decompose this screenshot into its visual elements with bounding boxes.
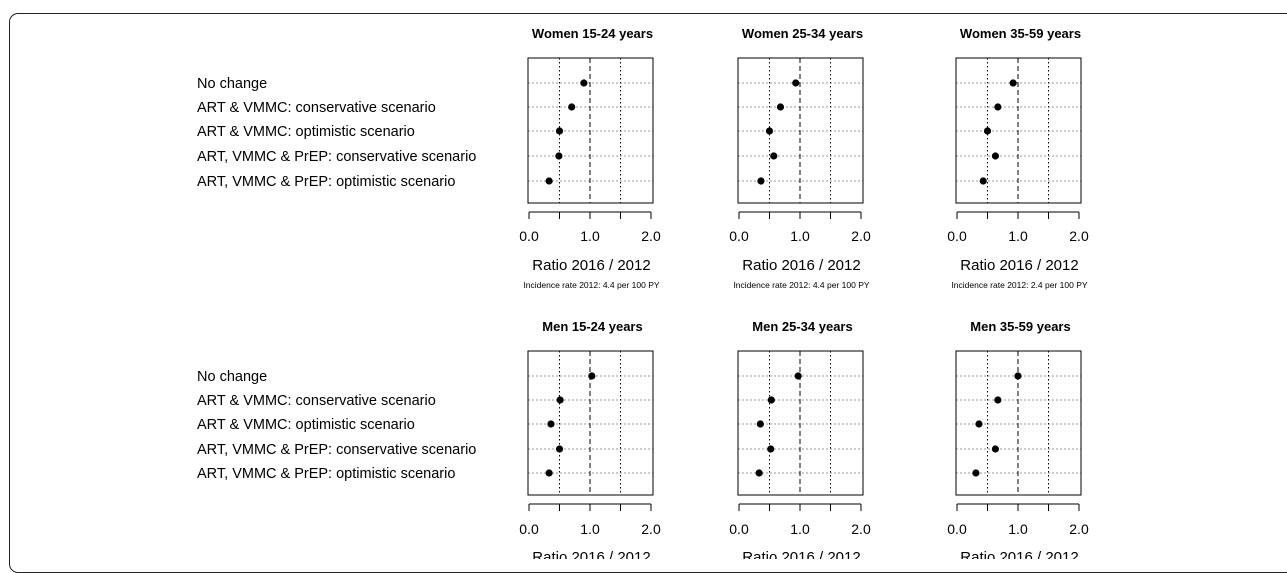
data-point (755, 469, 763, 477)
forest-plot-figure: Women 15-24 years 0.0 1.0 2.0 Ratio 2016 / 2… (197, 26, 1089, 559)
data-point (983, 127, 992, 135)
panel-title: Women 35-59 years (960, 26, 1081, 41)
plot-box (955, 57, 1082, 204)
panel-6: Men 35-59 years 0.0 1.0 2.0 Ratio 2016 / 201… (947, 319, 1089, 559)
data-point (568, 103, 576, 111)
data-point (547, 420, 555, 428)
incidence-note: Incidence rate 2012: 2.4 per 100 PY (951, 280, 1087, 290)
data-point (975, 420, 983, 428)
panel-1: Women 15-24 years 0.0 1.0 2.0 Ratio 2016 / 2… (519, 26, 661, 290)
panel-title: Women 25-34 years (742, 26, 863, 41)
category-label: ART, VMMC & PrEP: optimistic scenario (197, 466, 455, 482)
data-point (770, 152, 778, 160)
data-point (545, 177, 553, 185)
x-tick-label: 1.0 (1008, 521, 1028, 537)
x-tick-label: 2.0 (1069, 521, 1089, 537)
data-point (757, 177, 765, 185)
panel-4: Men 15-24 years 0.0 1.0 2.0 Ratio 2016 / 201… (519, 319, 661, 559)
data-point (776, 103, 785, 111)
data-point (767, 445, 775, 453)
data-point (555, 445, 564, 453)
x-axis-label: Ratio 2016 / 2012 (960, 549, 1078, 559)
x-tick-label: 1.0 (1008, 228, 1028, 244)
data-point (556, 396, 564, 404)
panel-title: Men 15-24 years (542, 319, 642, 334)
data-point (588, 372, 596, 380)
x-tick-label: 2.0 (851, 228, 871, 244)
x-tick-label: 1.0 (790, 228, 810, 244)
data-point (994, 396, 1002, 404)
x-tick-label: 2.0 (1069, 228, 1089, 244)
category-label: ART, VMMC & PrEP: optimistic scenario (197, 174, 455, 190)
x-tick-label: 1.0 (580, 521, 600, 537)
x-tick-label: 2.0 (851, 521, 871, 537)
category-label: No change (197, 76, 267, 92)
x-axis-label: Ratio 2016 / 2012 (532, 549, 650, 559)
category-label: No change (197, 369, 267, 385)
x-tick-label: 2.0 (641, 228, 661, 244)
plot-box (955, 350, 1082, 496)
data-point (994, 103, 1002, 111)
x-axis-label: Ratio 2016 / 2012 (960, 257, 1078, 274)
category-label: ART & VMMC: conservative scenario (197, 393, 436, 409)
x-tick-label: 1.0 (580, 228, 600, 244)
x-tick-label: 0.0 (947, 521, 967, 537)
data-point (1014, 372, 1022, 380)
panel-title: Women 15-24 years (532, 26, 653, 41)
category-label: ART & VMMC: conservative scenario (197, 100, 436, 116)
data-point (545, 469, 553, 477)
x-tick-label: 1.0 (790, 521, 810, 537)
data-point (792, 79, 800, 87)
x-tick-label: 0.0 (519, 228, 539, 244)
panel-2: Women 25-34 years 0.0 1.0 2.0 Ratio 2016 / 2… (729, 26, 871, 290)
data-point (767, 396, 775, 404)
x-tick-label: 2.0 (641, 521, 661, 537)
x-tick-label: 0.0 (947, 228, 967, 244)
plot-box (527, 57, 654, 204)
data-point (765, 127, 774, 135)
data-point (1009, 79, 1017, 87)
data-point (972, 469, 980, 477)
x-tick-label: 0.0 (519, 521, 539, 537)
category-label: ART & VMMC: optimistic scenario (197, 124, 415, 140)
data-point (991, 445, 1000, 453)
panel-3: Women 35-59 years 0.0 1.0 2.0 Ratio 2016 / 2… (947, 26, 1089, 290)
plot-box (527, 350, 654, 496)
data-point (794, 372, 802, 380)
data-point (580, 79, 588, 87)
x-axis-label: Ratio 2016 / 2012 (532, 257, 650, 274)
incidence-note: Incidence rate 2012: 4.4 per 100 PY (733, 280, 869, 290)
x-axis-label: Ratio 2016 / 2012 (742, 257, 860, 274)
data-point (555, 152, 563, 160)
category-label: ART, VMMC & PrEP: conservative scenario (197, 442, 476, 458)
x-tick-label: 0.0 (729, 228, 749, 244)
category-label: ART & VMMC: optimistic scenario (197, 417, 415, 433)
panel-title: Men 35-59 years (970, 319, 1070, 334)
data-point (756, 420, 764, 428)
x-tick-label: 0.0 (729, 521, 749, 537)
data-point (979, 177, 987, 185)
plot-box (737, 350, 864, 496)
panel-5: Men 25-34 years 0.0 1.0 2.0 Ratio 2016 / 201… (729, 319, 871, 559)
panel-title: Men 25-34 years (752, 319, 852, 334)
data-point (991, 152, 1000, 160)
incidence-note: Incidence rate 2012: 4.4 per 100 PY (523, 280, 659, 290)
plot-box (737, 57, 864, 204)
data-point (555, 127, 564, 135)
x-axis-label: Ratio 2016 / 2012 (742, 549, 860, 559)
category-label: ART, VMMC & PrEP: conservative scenario (197, 149, 476, 165)
